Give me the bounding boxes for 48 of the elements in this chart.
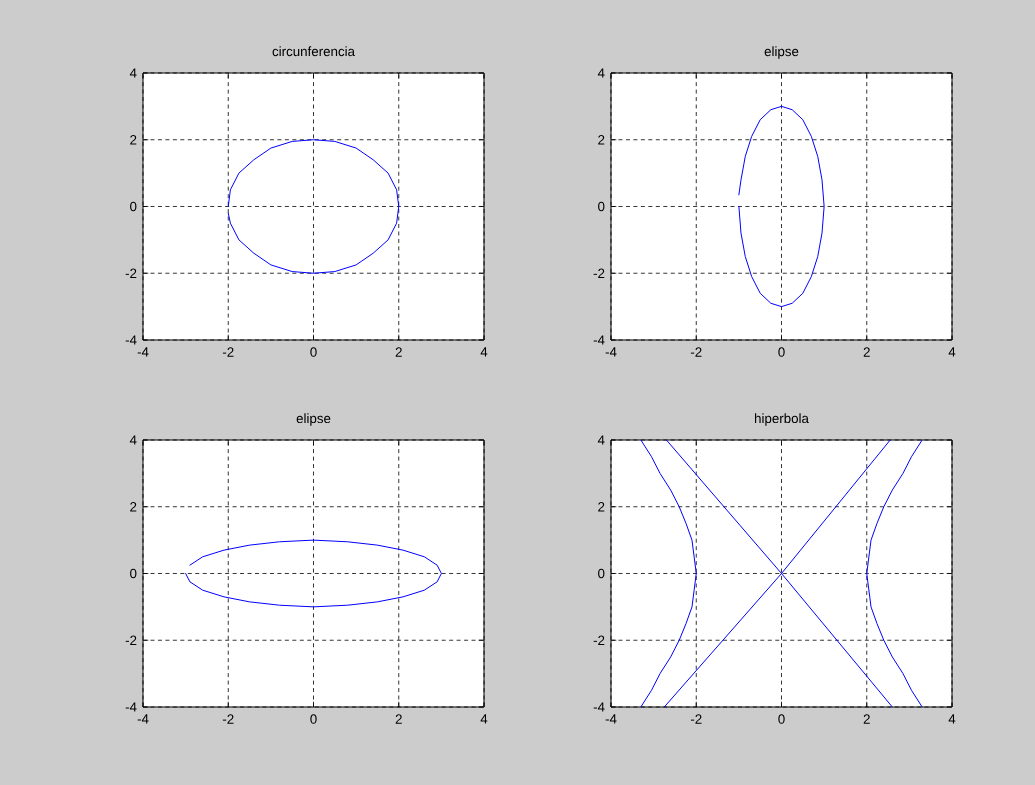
y-tick-label: -2	[125, 635, 137, 645]
line-series	[738, 105, 825, 308]
y-tick-label: 0	[130, 568, 137, 579]
x-tick-label: 2	[395, 714, 402, 724]
x-tick-label: 2	[863, 347, 870, 357]
x-tick-label: -2	[222, 714, 234, 724]
x-tick-label: 0	[310, 714, 317, 724]
x-tick-label: -4	[137, 714, 149, 724]
chart-title: elipse	[764, 46, 799, 59]
y-tick-label: -2	[125, 268, 137, 278]
y-tick-label: 2	[598, 135, 605, 145]
y-tick-label: 0	[598, 568, 605, 579]
x-tick-label: 4	[480, 714, 488, 724]
x-tick-label: -2	[690, 714, 702, 724]
y-tick-label: -4	[593, 335, 605, 345]
y-tick-label: 0	[130, 201, 137, 212]
y-tick-label: 4	[597, 435, 605, 445]
y-tick-label: -2	[593, 268, 605, 278]
y-tick-label: -4	[125, 702, 137, 712]
x-tick-label: 2	[863, 714, 870, 724]
line-series	[227, 139, 400, 274]
chart-title: elipse	[296, 413, 331, 426]
x-tick-label: -2	[222, 347, 234, 357]
y-tick-label: 2	[130, 135, 137, 145]
x-tick-label: 2	[395, 347, 402, 357]
y-tick-label: -2	[593, 635, 605, 645]
x-tick-label: 4	[480, 347, 488, 357]
x-tick-label: -4	[137, 347, 149, 357]
x-tick-label: 0	[310, 347, 317, 357]
y-tick-label: 2	[130, 502, 137, 512]
y-tick-label: 0	[598, 201, 605, 212]
x-tick-label: -4	[605, 714, 617, 724]
line-series	[640, 440, 697, 707]
y-tick-label: 4	[129, 68, 137, 78]
line-series	[185, 539, 442, 608]
x-tick-label: 4	[948, 347, 956, 357]
y-tick-label: 4	[129, 435, 137, 445]
x-tick-label: 4	[948, 714, 956, 724]
x-tick-label: -4	[605, 347, 617, 357]
y-tick-label: -4	[593, 702, 605, 712]
y-tick-label: -4	[125, 335, 137, 345]
x-tick-label: 0	[778, 714, 785, 724]
x-tick-label: -2	[690, 347, 702, 357]
y-tick-label: 4	[597, 68, 605, 78]
y-tick-label: 2	[598, 502, 605, 512]
chart-title: hiperbola	[755, 413, 809, 426]
chart-title: circunferencia	[272, 46, 355, 57]
x-tick-label: 0	[778, 347, 785, 357]
